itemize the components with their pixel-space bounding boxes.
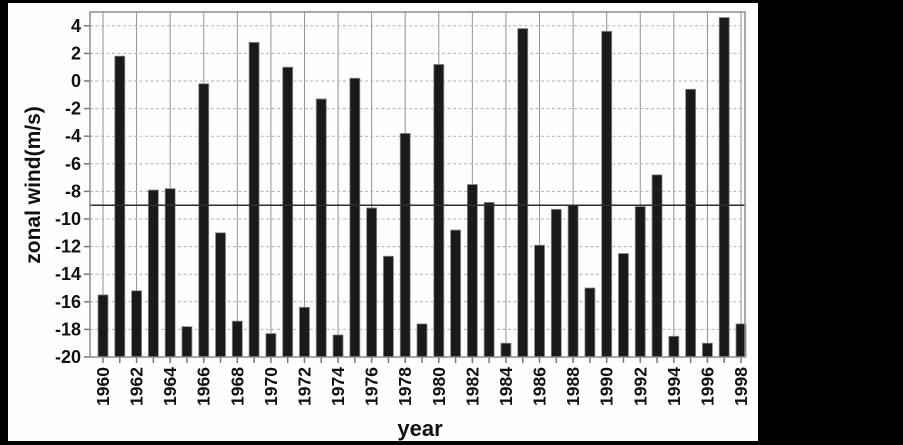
x-tick-label: 1976 [362, 367, 382, 406]
bar-1973 [315, 98, 327, 358]
bar-1996 [702, 342, 713, 358]
y-tick-label: -14 [55, 264, 81, 284]
bar-1993 [651, 174, 663, 358]
x-tick-label: 1960 [93, 367, 113, 406]
plot-border [89, 11, 746, 358]
bar-1989 [584, 287, 596, 358]
bar-1979 [416, 323, 428, 358]
bar-1976 [366, 207, 378, 358]
x-tick-label: 1980 [429, 367, 449, 406]
bar-1994 [668, 335, 680, 358]
x-tick-label: 1998 [731, 367, 751, 406]
x-tick-label: 1990 [597, 367, 617, 406]
bar-1975 [349, 77, 361, 358]
x-tick-label: 1966 [194, 367, 214, 406]
y-tick-label: -16 [55, 292, 81, 312]
bar-1974 [332, 334, 344, 358]
x-tick-label: 1982 [462, 367, 482, 406]
bar-1992 [634, 206, 646, 358]
bar-1990 [601, 30, 613, 358]
x-tick-label: 1972 [294, 367, 314, 406]
x-tick-label: 1962 [127, 367, 147, 406]
bar-1991 [618, 253, 629, 358]
x-tick-label: 1996 [697, 367, 717, 406]
bar-1982 [466, 184, 478, 358]
x-tick-label: 1994 [664, 367, 684, 406]
x-tick-label: 1986 [530, 367, 550, 406]
y-tick-label: -2 [65, 99, 81, 119]
bar-1966 [198, 83, 210, 358]
y-tick-label: -4 [65, 126, 81, 146]
x-tick-label: 1970 [261, 367, 281, 406]
x-tick-label: 1964 [160, 367, 180, 406]
y-tick-label: -8 [65, 181, 81, 201]
y-tick-label: 4 [71, 16, 81, 36]
bar-1988 [567, 204, 579, 358]
zonal-wind-bar-chart: 4 2 0 -2 -4 -6 -8 -10 -12 -14 -16 -18 -20 1960 1962 196… [22, 11, 751, 441]
y-tick-label: -6 [65, 154, 81, 174]
bar-1981 [450, 229, 461, 358]
y-tick-label: 0 [71, 71, 81, 91]
x-tick-label: 1974 [328, 367, 348, 406]
bar-1995 [685, 88, 697, 358]
bar-1962 [131, 290, 142, 358]
chart-generated-layer: 4 2 0 -2 -4 -6 -8 -10 -12 -14 -16 -18 -20 1960 1962 196… [55, 11, 751, 406]
bar-1964 [164, 188, 176, 358]
bar-1980 [433, 64, 445, 358]
x-tick-label: 1968 [227, 367, 247, 406]
bar-1965 [181, 326, 193, 358]
y-tick-label: 2 [71, 43, 81, 63]
bar-1997 [718, 17, 730, 358]
x-tick-label: 1992 [630, 367, 650, 406]
bar-1978 [399, 133, 411, 358]
bar-1986 [534, 244, 545, 358]
chart-panel: 4 2 0 -2 -4 -6 -8 -10 -12 -14 -16 -18 -20 1960 1962 196… [8, 3, 758, 441]
y-axis-title: zonal wind(m/s) [22, 106, 45, 264]
bar-1983 [483, 202, 495, 358]
bar-1987 [550, 208, 562, 358]
bar-1968 [231, 320, 243, 358]
y-tick-label: -20 [55, 347, 81, 367]
bar-1969 [248, 41, 260, 358]
bar-1967 [215, 232, 226, 358]
y-tick-label: -18 [55, 319, 81, 339]
x-tick-label: 1978 [395, 367, 415, 406]
x-tick-label: 1984 [496, 367, 516, 406]
x-axis-title: year [397, 416, 443, 441]
bar-1985 [517, 28, 529, 358]
bar-1963 [147, 189, 159, 358]
y-tick-label: -10 [55, 209, 81, 229]
bar-1961 [114, 55, 126, 358]
y-tick-label: -12 [55, 237, 81, 257]
bar-1970 [265, 333, 277, 358]
bar-1960 [97, 294, 109, 358]
bar-1984 [500, 342, 512, 358]
x-tick-label: 1988 [563, 367, 583, 406]
bar-1972 [299, 306, 310, 358]
bar-1977 [383, 255, 394, 358]
bar-1971 [282, 66, 294, 358]
